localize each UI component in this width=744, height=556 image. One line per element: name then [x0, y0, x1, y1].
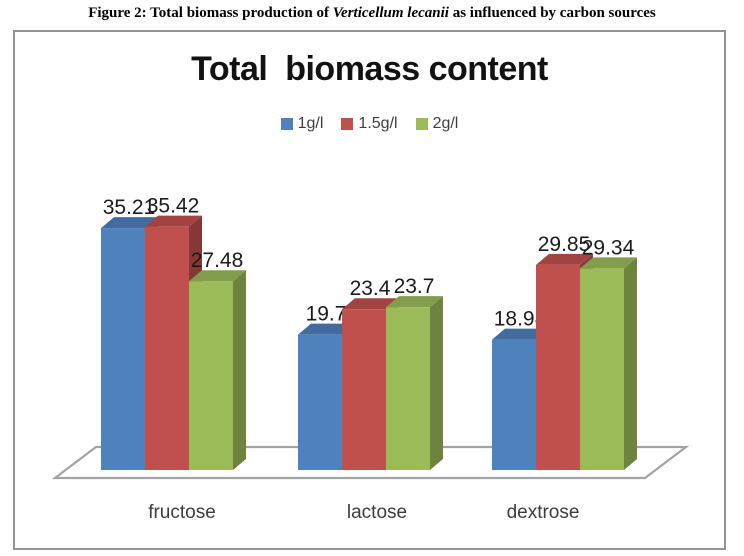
legend-swatch-icon: [341, 118, 354, 130]
bar-group-lactose: 19.723.4 23.7: [298, 275, 443, 470]
bar-top-face: [580, 257, 637, 269]
bar-front-face: [536, 264, 580, 470]
bar-top-face: [145, 215, 202, 227]
caption-prefix: Figure 2: Total biomass production of: [88, 5, 333, 21]
bar-dextrose-2gl: [580, 257, 637, 470]
bar-value-label: 23.4: [350, 277, 391, 300]
bar-top-face: [298, 323, 355, 335]
bar-front-face: [492, 339, 536, 470]
bar-front-face: [342, 309, 386, 470]
category-label-lactose: lactose: [347, 502, 407, 523]
bar-lactose-2gl: [386, 296, 443, 470]
bar-side-face: [233, 270, 246, 470]
bar-front-face: [145, 226, 189, 470]
category-label-fructose: fructose: [148, 502, 216, 523]
bar-value-label: 35.42: [147, 195, 200, 218]
legend-label: 1.5g/l: [358, 115, 398, 132]
bar-value-label: 19.7: [306, 303, 347, 326]
legend-label: 1g/l: [297, 115, 324, 132]
bar-top-face: [536, 253, 593, 265]
caption-suffix: as influenced by carbon sources: [448, 5, 656, 21]
bar-top-face: [101, 217, 158, 229]
chart-legend: 1g/l 1.5g/l 2g/l: [15, 115, 724, 133]
bar-front-face: [298, 334, 342, 470]
category-label-dextrose: dextrose: [507, 502, 580, 523]
legend-swatch-icon: [280, 118, 293, 130]
legend-item-15gl: 1.5g/l: [341, 115, 398, 133]
bar-front-face: [386, 307, 430, 470]
bar-fructose-2gl: [189, 270, 246, 470]
bar-front-face: [580, 268, 624, 470]
bar-top-face: [386, 296, 443, 308]
legend-swatch-icon: [415, 118, 428, 130]
bar-value-label: 18.98: [494, 308, 547, 331]
legend-item-1gl: 1g/l: [280, 115, 324, 133]
bar-value-label: 35.21: [103, 196, 156, 219]
bar-side-face: [430, 296, 443, 470]
bar-value-label: 29.85: [538, 233, 591, 256]
bar-value-label: 23.7: [394, 275, 435, 298]
bar-side-face: [624, 257, 637, 470]
bar-front-face: [189, 281, 233, 470]
bar-top-face: [342, 298, 399, 310]
figure-caption: Figure 2: Total biomass production of Ve…: [0, 5, 744, 22]
bar-top-face: [189, 270, 246, 282]
bar-front-face: [101, 228, 145, 470]
bar-value-label: 27.48: [191, 249, 244, 272]
legend-label: 2g/l: [432, 115, 459, 132]
chart-frame: 35.21 35.42 27.48 19.7 23.4 23.7 18.98 29.85 29.…: [13, 30, 726, 550]
legend-item-2gl: 2g/l: [415, 115, 459, 133]
bar-top-face: [492, 328, 549, 340]
caption-species-name: Verticellum lecanii: [332, 5, 449, 21]
bar-value-label: 29.34: [582, 236, 635, 259]
chart-title: Total biomass content: [191, 50, 548, 88]
